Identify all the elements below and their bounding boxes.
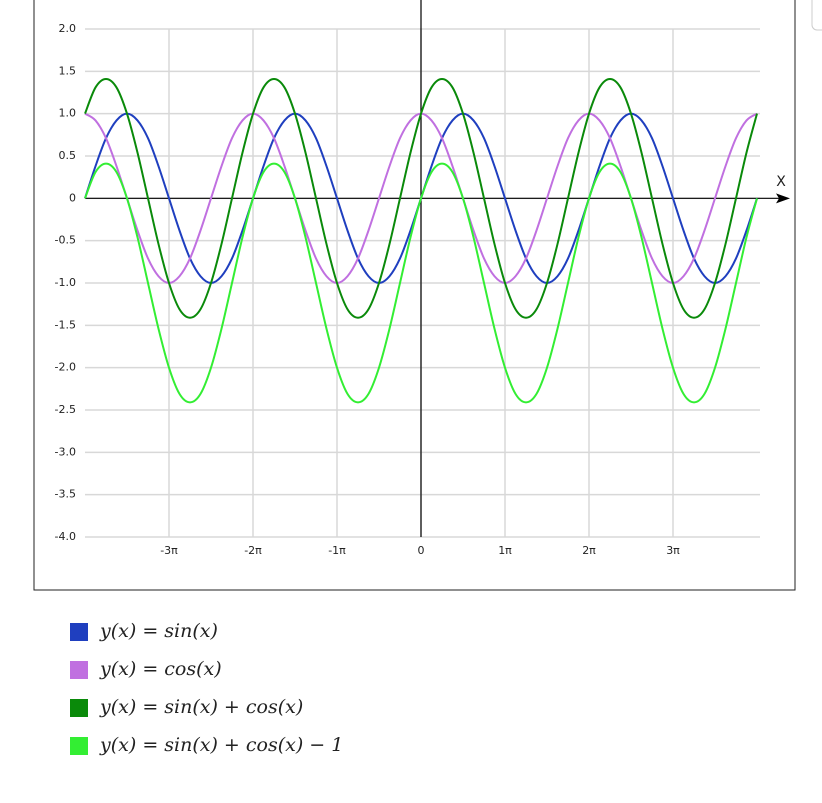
y-tick-label: -3.5 [55, 488, 76, 501]
y-tick-label: 1.5 [59, 64, 77, 77]
x-axis-arrow [776, 193, 790, 204]
series-line [84, 77, 758, 319]
axes [85, 0, 790, 537]
labels: 2.0 1.5 1.0 0.5 0 -0.5 -1.0 -1.5 -2.0 -2.5 -3.0 -3.… [55, 22, 787, 557]
legend-swatch [70, 737, 88, 755]
y-tick-label: 1.0 [59, 107, 77, 120]
legend-swatch [70, 623, 88, 641]
y-tick-label: -0.5 [55, 234, 76, 247]
x-tick-label: 3π [666, 544, 680, 557]
x-tick-label: -3π [160, 544, 178, 557]
x-tick-label: 1π [498, 544, 512, 557]
x-tick-label: 2π [582, 544, 596, 557]
legend: y(x) = sin(x) y(x) = cos(x) y(x) = sin(x) … [70, 620, 343, 756]
y-tick-label: -3.0 [55, 445, 76, 458]
y-tick-label: -1.0 [55, 276, 76, 289]
y-tick-label: -4.0 [55, 530, 76, 543]
plot-frame [33, 0, 796, 591]
lines [84, 77, 758, 404]
legend-label: y(x) = sin(x) [99, 620, 218, 642]
legend-label: y(x) = sin(x) + cos(x) − 1 [99, 734, 343, 756]
y-tick-label: -1.5 [55, 318, 76, 331]
x-tick-label: -2π [244, 544, 262, 557]
legend-label: y(x) = cos(x) [99, 658, 222, 680]
x-axis-label: X [776, 174, 786, 190]
legend-swatch [70, 699, 88, 717]
y-tick-label: 0 [69, 191, 76, 204]
side-panel [811, 0, 822, 31]
x-tick-label: -1π [328, 544, 346, 557]
y-tick-label: 0.5 [59, 149, 77, 162]
legend-swatch [70, 661, 88, 679]
legend-label: y(x) = sin(x) + cos(x) [99, 696, 303, 718]
grid [85, 28, 760, 538]
y-tick-label: -2.5 [55, 403, 76, 416]
x-tick-label: 0 [418, 544, 425, 557]
series-line [84, 162, 758, 404]
y-tick-label: 2.0 [59, 22, 77, 35]
y-tick-label: -2.0 [55, 361, 76, 374]
